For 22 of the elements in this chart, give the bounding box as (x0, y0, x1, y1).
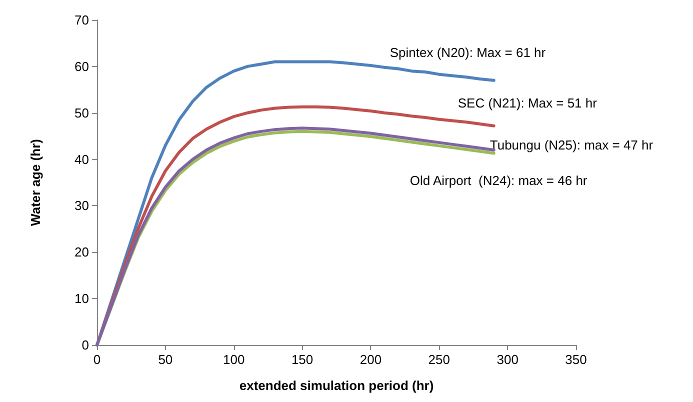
x-tick-label: 200 (360, 352, 382, 367)
x-tick-label: 50 (158, 352, 173, 367)
x-tick-label: 350 (565, 352, 587, 367)
y-tick-label: 20 (74, 244, 89, 260)
x-tick-label: 300 (496, 352, 518, 367)
y-tick-label: 30 (74, 198, 89, 214)
y-tick-label: 70 (74, 12, 89, 28)
y-tick-label: 0 (82, 338, 89, 352)
text: Old Airport (N24): max = 46 hr (410, 172, 588, 188)
y-tick-label: 50 (74, 105, 89, 120)
y-axis-title: Water age (hr) (28, 139, 43, 226)
x-tick-label: 0 (93, 352, 101, 367)
series-label: SEC (N21): Max = 51 hr (458, 95, 598, 110)
x-tick-label: 150 (291, 352, 314, 367)
x-tick-label: 250 (428, 352, 450, 367)
x-tick-label: 100 (223, 352, 245, 367)
x-axis-title: extended simulation period (hr) (239, 378, 434, 393)
y-tick-label: 40 (74, 152, 89, 167)
series-label: Spintex (N20): Max = 61 hr (390, 44, 546, 60)
y-tick-label: 60 (74, 58, 89, 74)
series-label: Tubungu (N25): max = 47 hr (490, 138, 654, 152)
y-tick-label: 10 (74, 291, 89, 306)
